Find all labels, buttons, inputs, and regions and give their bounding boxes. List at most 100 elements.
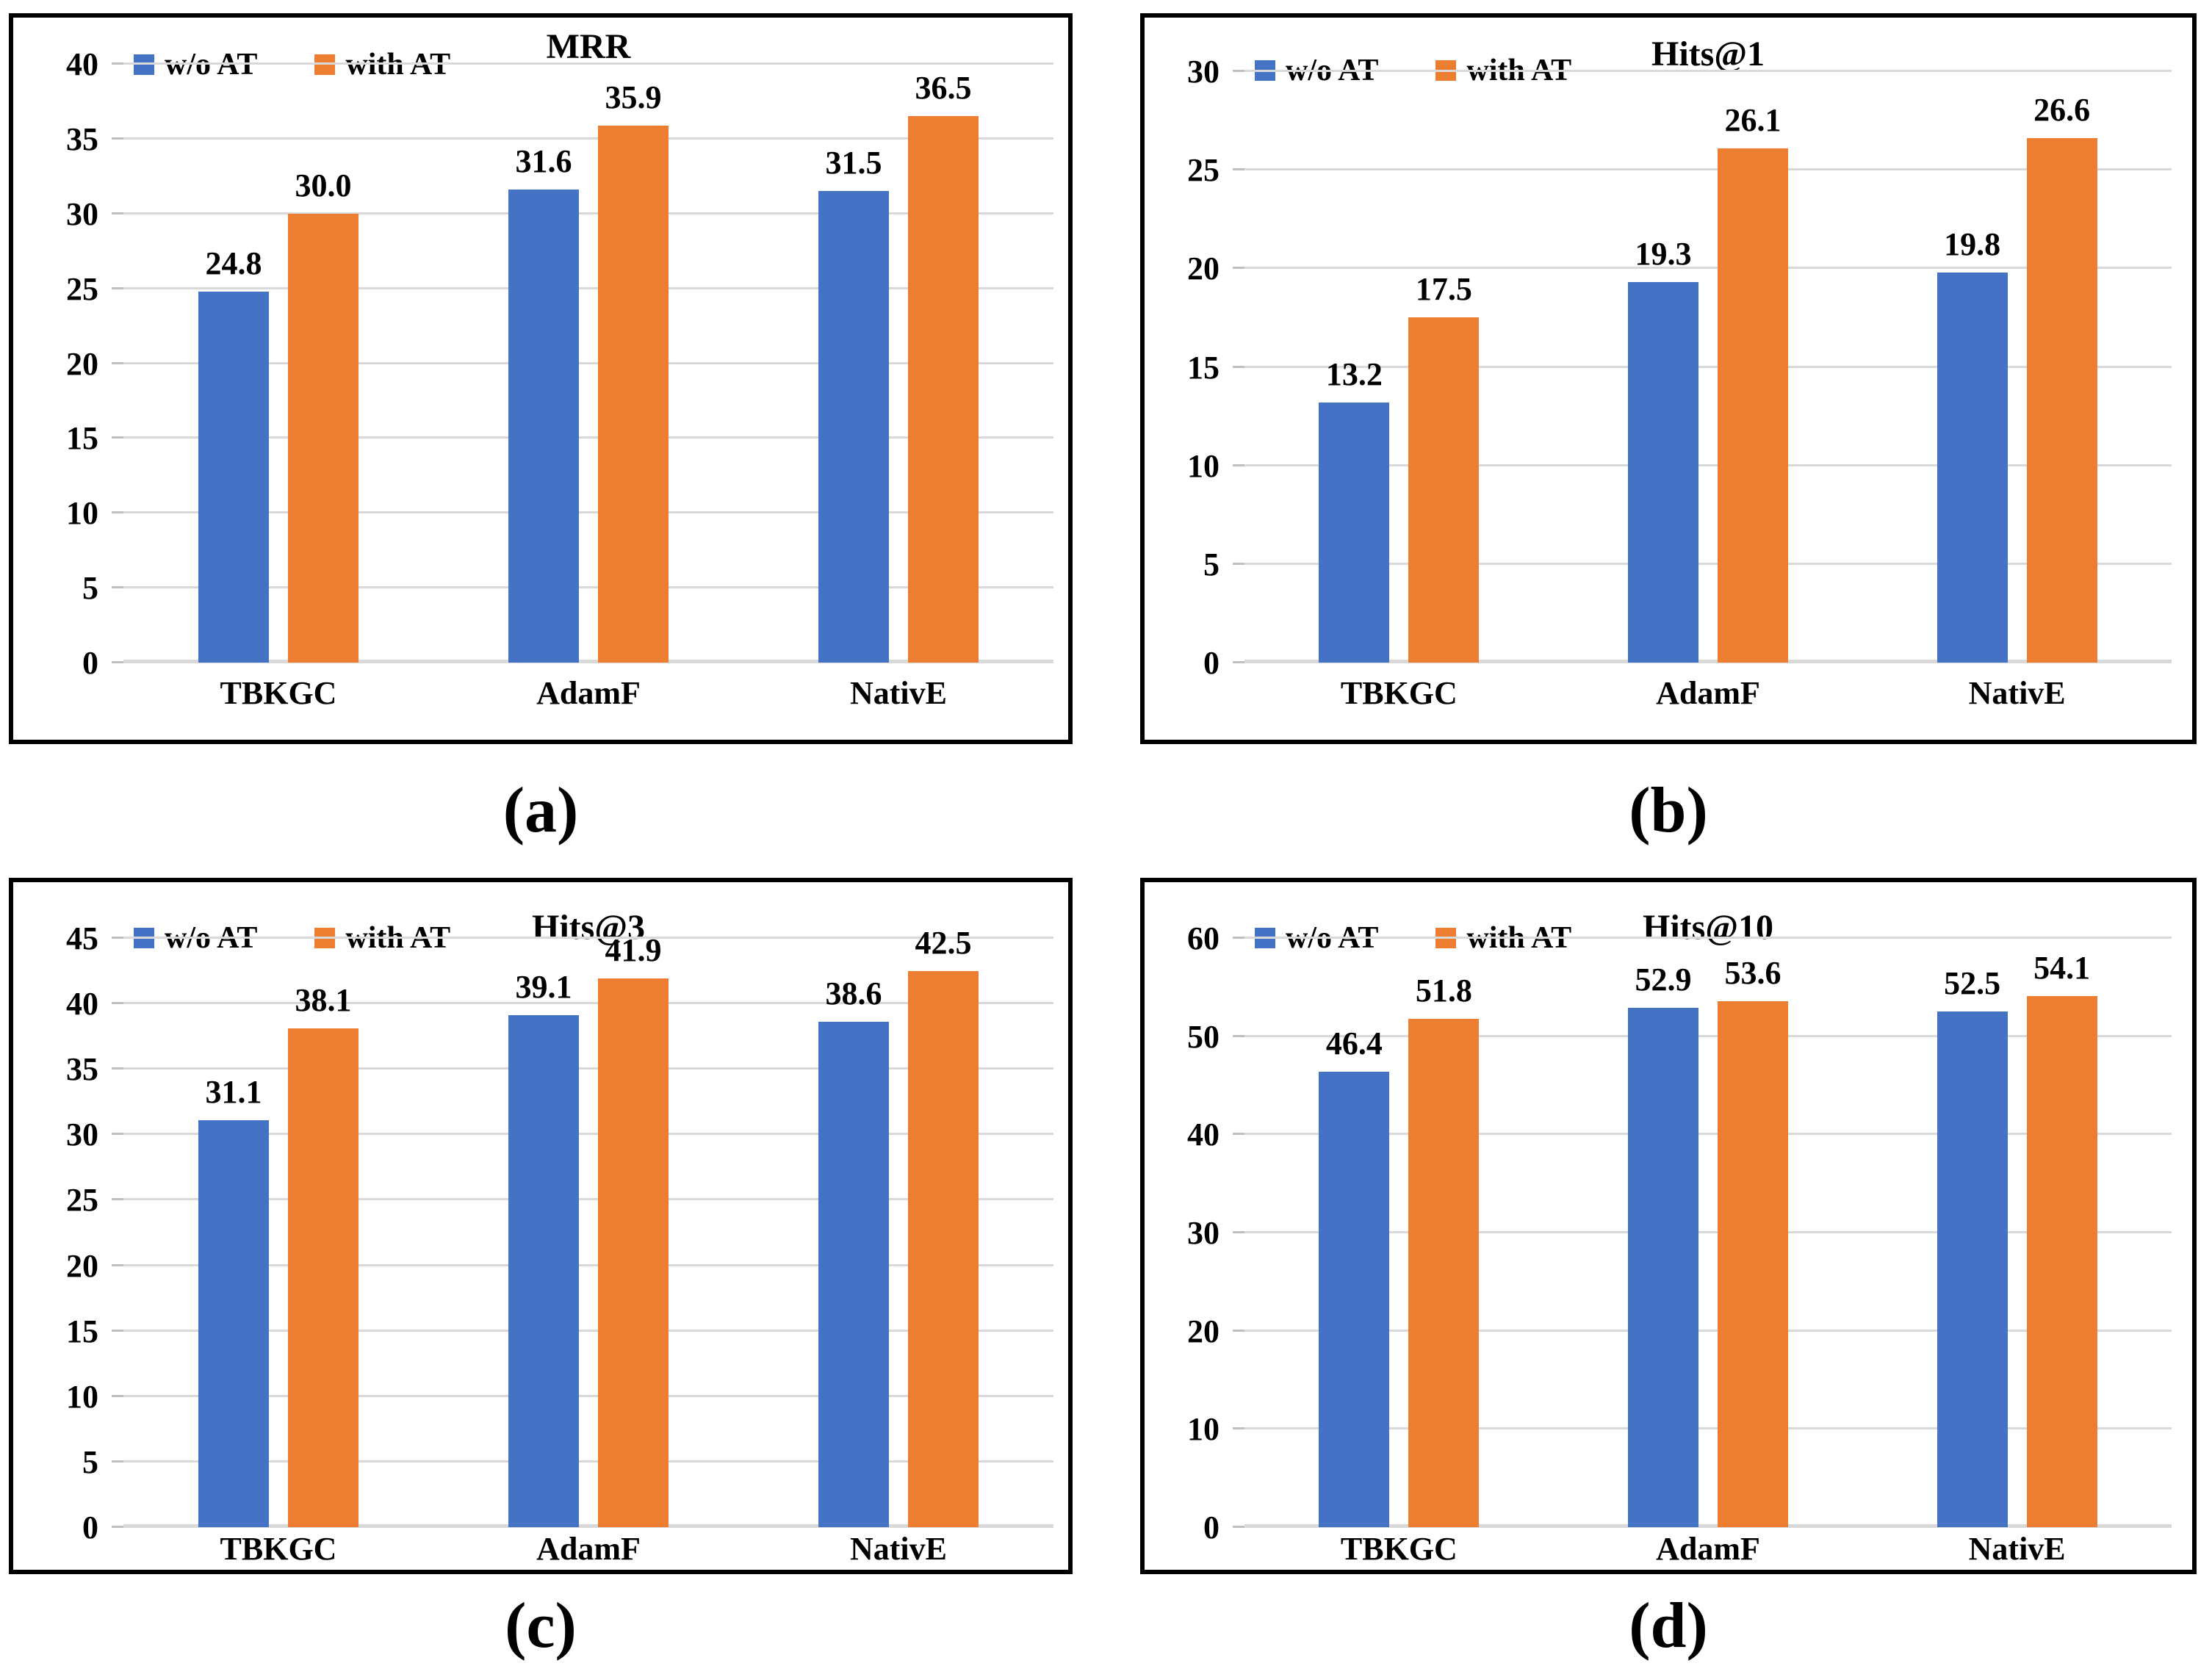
axis-tick xyxy=(1233,1427,1244,1430)
chart-title: Hits@10 xyxy=(1643,908,1773,947)
bar-slot: 31.5 xyxy=(818,64,889,663)
bar-value-label: 52.5 xyxy=(1944,965,2001,1002)
axis-tick xyxy=(1233,1526,1244,1528)
chart-caption-b: (b) xyxy=(1629,774,1708,846)
x-category-label: AdamF xyxy=(536,1531,641,1567)
gridline xyxy=(123,212,1053,214)
bar-value-label: 53.6 xyxy=(1724,954,1782,991)
bar-wo-at xyxy=(198,1119,269,1527)
axis-tick xyxy=(112,361,123,364)
bar-value-label: 17.5 xyxy=(1415,271,1472,308)
bar-value-label: 52.9 xyxy=(1635,961,1692,998)
chart-panel-a: MRR w/o AT with AT 0 5 10 15 20 25 30 35 40 24.8 30.0… xyxy=(9,13,1073,744)
plot-area: 0 5 10 15 20 25 30 13.2 17.5 TBKGC 19.3 26.1 AdamF 19… xyxy=(1187,56,2172,710)
chart-title: Hits@1 xyxy=(1651,35,1765,73)
y-tick-label: 10 xyxy=(66,495,98,532)
y-tick-label: 0 xyxy=(82,1510,98,1546)
chart-legend: w/o AT with AT xyxy=(134,47,450,82)
y-tick-label: 45 xyxy=(66,920,98,956)
bar-slot: 41.9 xyxy=(598,934,669,1527)
axis-tick xyxy=(112,1329,123,1332)
legend-label: with AT xyxy=(345,48,451,82)
bar-value-label: 19.8 xyxy=(1944,226,2001,262)
bar-value-label: 19.3 xyxy=(1635,236,1692,273)
gridline xyxy=(1244,1231,2172,1233)
gridline xyxy=(123,1133,1053,1136)
gridline xyxy=(123,586,1053,589)
gridline xyxy=(123,286,1053,289)
bar-wo-at xyxy=(1937,272,2008,663)
bar-slot: 30.0 xyxy=(288,64,359,663)
bar-group-adamf: 31.6 35.9 xyxy=(508,64,669,663)
axis-tick xyxy=(1233,267,1244,270)
axis-tick xyxy=(112,137,123,140)
gridline xyxy=(1244,267,2172,270)
bar-slot: 42.5 xyxy=(908,926,979,1527)
legend-item: with AT xyxy=(314,47,450,82)
bar-slot: 24.8 xyxy=(198,64,269,663)
y-tick-label: 25 xyxy=(66,1182,98,1219)
gridline xyxy=(1244,1034,2172,1037)
bar-wo-at xyxy=(1937,1011,2008,1527)
gridline xyxy=(123,1263,1053,1266)
axis-tick xyxy=(1233,168,1244,171)
chart-panel-b: Hits@1 w/o AT with AT 0 5 10 15 20 25 30 13.2 17.5 T… xyxy=(1140,13,2197,744)
bar-with-at xyxy=(1718,148,1788,663)
axis-tick xyxy=(112,212,123,214)
gridline xyxy=(123,1329,1053,1332)
y-tick-label: 20 xyxy=(1187,1313,1220,1349)
gridline xyxy=(1244,1133,2172,1136)
gridline xyxy=(123,1394,1053,1397)
bar-group-adamf: 52.9 53.6 xyxy=(1628,938,1788,1527)
gridline xyxy=(123,1524,1053,1528)
bar-wo-at xyxy=(1319,1071,1390,1527)
y-tick-label: 20 xyxy=(66,345,98,382)
bar-with-at xyxy=(2026,995,2097,1527)
bar-slot: 26.6 xyxy=(2026,71,2097,663)
bar-with-at xyxy=(908,116,979,663)
axis-tick xyxy=(112,1263,123,1266)
y-tick-label: 30 xyxy=(1187,1215,1220,1251)
axis-tick xyxy=(1233,1133,1244,1136)
x-category-label: NativE xyxy=(850,1531,947,1567)
y-tick-label: 40 xyxy=(1187,1117,1220,1153)
gridline xyxy=(1244,365,2172,368)
y-tick-label: 0 xyxy=(82,645,98,681)
bar-slot: 13.2 xyxy=(1319,71,1390,663)
gridline xyxy=(123,937,1053,939)
y-tick-label: 50 xyxy=(1187,1018,1220,1055)
bar-slot: 46.4 xyxy=(1319,938,1390,1527)
x-category-label: NativE xyxy=(1968,1531,2066,1567)
gridline xyxy=(123,1198,1053,1201)
bar-group-adamf: 39.1 41.9 xyxy=(508,934,669,1527)
axis-tick xyxy=(1233,562,1244,565)
bar-value-label: 42.5 xyxy=(915,924,972,961)
axis-tick xyxy=(1233,937,1244,939)
bar-slot: 35.9 xyxy=(598,64,669,663)
chart-panel-d: Hits@10 w/o AT with AT 0 10 20 30 40 50 60 46.4 51.… xyxy=(1140,878,2197,1574)
x-category-label: AdamF xyxy=(536,675,641,711)
bar-group-native: 52.5 54.1 xyxy=(1937,938,2097,1527)
bar-with-at xyxy=(288,1028,359,1527)
chart-title: Hits@3 xyxy=(532,908,645,947)
bar-slot: 52.5 xyxy=(1937,938,2008,1527)
x-category-label: TBKGC xyxy=(1340,1531,1458,1567)
bar-slot: 51.8 xyxy=(1408,938,1480,1527)
legend-item: w/o AT xyxy=(134,47,257,82)
axis-tick xyxy=(1233,365,1244,368)
gridline xyxy=(1244,660,2172,663)
y-tick-label: 0 xyxy=(1203,645,1220,681)
axis-tick xyxy=(112,1067,123,1070)
bar-group-tbkgc: 13.2 17.5 xyxy=(1319,71,1480,663)
y-tick-label: 30 xyxy=(66,1117,98,1153)
bar-wo-at xyxy=(508,190,579,663)
bar-slot: 19.8 xyxy=(1937,71,2008,663)
chart-title: MRR xyxy=(546,27,631,66)
gridline xyxy=(123,1460,1053,1463)
bar-slot: 19.3 xyxy=(1628,71,1698,663)
gridline xyxy=(1244,1427,2172,1430)
bar-value-label: 26.6 xyxy=(2033,92,2091,129)
gridline xyxy=(123,62,1053,65)
bar-value-label: 31.5 xyxy=(825,145,882,181)
